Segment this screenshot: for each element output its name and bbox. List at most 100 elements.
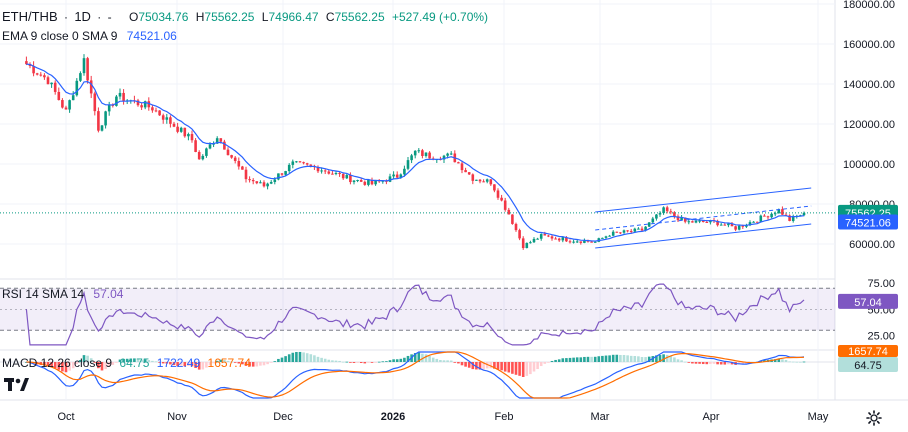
ema-legend[interactable]: EMA 9 close 0 SMA 9 74521.06: [2, 29, 177, 43]
candle[interactable]: [669, 211, 673, 213]
candle[interactable]: [244, 169, 248, 180]
candle[interactable]: [676, 216, 680, 221]
candle[interactable]: [194, 140, 197, 152]
candle[interactable]: [471, 174, 475, 181]
candle[interactable]: [593, 241, 597, 243]
candle[interactable]: [518, 230, 521, 239]
candle[interactable]: [575, 241, 579, 243]
candle[interactable]: [118, 92, 122, 97]
candle[interactable]: [359, 180, 363, 182]
ema-line[interactable]: [26, 63, 805, 242]
candle[interactable]: [658, 213, 662, 215]
candle[interactable]: [215, 138, 219, 144]
candle[interactable]: [485, 179, 489, 182]
candle[interactable]: [233, 157, 237, 161]
candle[interactable]: [586, 240, 590, 242]
candle[interactable]: [766, 216, 770, 218]
candle[interactable]: [277, 173, 280, 180]
candle[interactable]: [511, 214, 514, 224]
candle[interactable]: [410, 155, 413, 161]
candle[interactable]: [637, 228, 640, 230]
x-axis[interactable]: Oct Nov Dec 2026 Feb Mar Apr May: [57, 411, 828, 423]
candle[interactable]: [449, 153, 453, 155]
candle[interactable]: [493, 184, 496, 191]
candle[interactable]: [169, 117, 172, 124]
price-pane[interactable]: [0, 54, 835, 250]
candle[interactable]: [39, 74, 43, 76]
candle[interactable]: [752, 221, 755, 223]
candle[interactable]: [601, 237, 604, 239]
candle[interactable]: [446, 153, 449, 156]
macd-legend[interactable]: MACD 12 26 close 9 64.75 1722.49 1657.74: [2, 356, 251, 370]
candle[interactable]: [655, 214, 658, 219]
candle[interactable]: [302, 162, 305, 164]
candle[interactable]: [349, 175, 352, 183]
candle[interactable]: [723, 224, 727, 226]
candle[interactable]: [424, 152, 428, 156]
candle[interactable]: [115, 96, 118, 106]
candle[interactable]: [35, 73, 39, 75]
candle[interactable]: [352, 180, 356, 183]
candle[interactable]: [467, 172, 471, 175]
candle[interactable]: [82, 58, 86, 74]
candle[interactable]: [770, 213, 773, 218]
candle[interactable]: [320, 170, 323, 172]
signal-line[interactable]: [26, 351, 805, 399]
candle[interactable]: [734, 226, 737, 230]
gear-icon[interactable]: [866, 410, 882, 431]
candle[interactable]: [442, 155, 446, 160]
candle[interactable]: [716, 220, 719, 226]
candle[interactable]: [259, 182, 262, 184]
rsi-value-tag[interactable]: [838, 293, 898, 309]
candle[interactable]: [269, 182, 273, 184]
candle[interactable]: [226, 149, 230, 156]
candle[interactable]: [565, 237, 568, 242]
candle[interactable]: [683, 217, 687, 222]
candle[interactable]: [341, 173, 345, 179]
candle[interactable]: [190, 134, 194, 141]
macd-pane[interactable]: [0, 351, 835, 399]
candle[interactable]: [122, 92, 125, 102]
candle[interactable]: [140, 105, 143, 108]
candle[interactable]: [100, 125, 104, 131]
candle[interactable]: [89, 80, 93, 94]
candle[interactable]: [305, 163, 309, 165]
candle[interactable]: [241, 166, 244, 170]
candle[interactable]: [719, 224, 723, 226]
candle[interactable]: [687, 221, 691, 223]
candle[interactable]: [262, 182, 266, 187]
candle[interactable]: [284, 171, 287, 175]
candle[interactable]: [291, 161, 295, 165]
candle[interactable]: [255, 181, 259, 184]
candle[interactable]: [662, 207, 665, 214]
candle[interactable]: [464, 170, 467, 173]
candle[interactable]: [482, 181, 485, 183]
candle[interactable]: [532, 238, 536, 243]
interval[interactable]: 1D: [74, 9, 91, 24]
candle[interactable]: [46, 77, 50, 85]
candle[interactable]: [561, 237, 565, 241]
candle[interactable]: [399, 174, 403, 178]
candle[interactable]: [460, 163, 464, 171]
candle[interactable]: [151, 107, 154, 111]
candle[interactable]: [323, 170, 327, 172]
candle[interactable]: [741, 225, 745, 227]
candle[interactable]: [280, 173, 284, 175]
candle[interactable]: [251, 179, 255, 182]
candle[interactable]: [727, 223, 730, 226]
channel-upper-line[interactable]: [595, 187, 812, 213]
candle[interactable]: [356, 180, 359, 182]
candle[interactable]: [208, 144, 212, 149]
candle[interactable]: [507, 209, 511, 215]
candle[interactable]: [287, 164, 291, 172]
candle[interactable]: [590, 241, 593, 243]
candle[interactable]: [640, 228, 644, 231]
candle[interactable]: [298, 161, 302, 163]
candle[interactable]: [79, 73, 82, 81]
candle[interactable]: [701, 220, 705, 222]
candle[interactable]: [673, 212, 676, 217]
candle[interactable]: [773, 213, 777, 215]
candle[interactable]: [201, 155, 205, 160]
candle[interactable]: [788, 215, 791, 221]
